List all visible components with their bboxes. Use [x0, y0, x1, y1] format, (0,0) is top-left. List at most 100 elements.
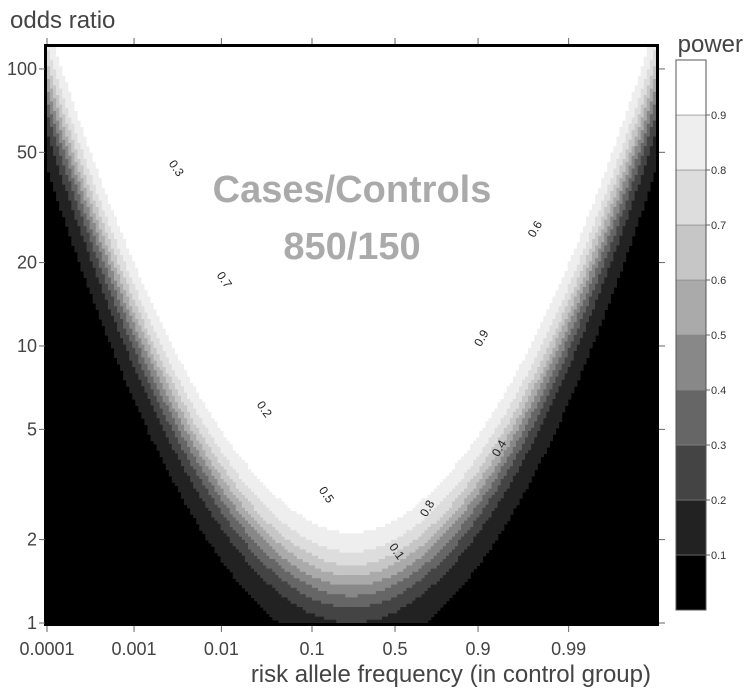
contour-cell [129, 159, 133, 163]
contour-cell [101, 322, 106, 326]
contour-cell [71, 117, 76, 122]
contour-cell [101, 53, 106, 58]
contour-cell [104, 66, 109, 70]
contour-cell [159, 104, 164, 109]
contour-cell [83, 143, 88, 147]
contour-cell [159, 328, 164, 333]
contour-cell [141, 210, 146, 214]
contour-cell [117, 63, 121, 67]
contour-cell [153, 341, 158, 346]
contour-cell [156, 251, 161, 256]
contour-cell [117, 168, 121, 173]
contour-cell [74, 98, 79, 102]
contour-cell [89, 223, 94, 227]
contour-cell [77, 226, 82, 230]
contour-cell [83, 242, 88, 246]
contour-cell [147, 357, 152, 362]
contour-cell [126, 354, 130, 358]
contour-cell [126, 322, 130, 326]
contour-cell [135, 155, 139, 160]
contour-cell [104, 53, 109, 58]
contour-cell [147, 264, 152, 269]
contour-cell [83, 200, 88, 205]
contour-cell [80, 258, 85, 262]
contour-cell [77, 133, 82, 138]
contour-cell [110, 344, 115, 349]
contour-cell [65, 171, 69, 176]
contour-cell [123, 376, 127, 381]
contour-cell [156, 258, 161, 262]
contour-cell [92, 181, 97, 186]
contour-cell [74, 56, 79, 61]
contour-cell [129, 143, 133, 147]
contour-cell [77, 56, 82, 61]
contour-cell [135, 277, 139, 282]
contour-cell [138, 242, 142, 246]
contour-cell [92, 255, 97, 259]
contour-cell [62, 88, 66, 93]
contour-cell [126, 149, 130, 154]
contour-cell [117, 146, 121, 150]
contour-cell [156, 408, 161, 413]
contour-cell [129, 226, 133, 230]
contour-cell [107, 98, 112, 102]
contour-cell [95, 69, 100, 74]
contour-cell [110, 178, 115, 182]
contour-cell [159, 434, 164, 438]
contour-cell [159, 373, 164, 378]
contour-cell [138, 293, 142, 298]
contour-cell [165, 143, 170, 147]
contour-cell [110, 159, 115, 163]
contour-cell [117, 271, 121, 275]
contour-cell [89, 120, 94, 125]
contour-cell [113, 66, 118, 70]
contour-cell [104, 123, 109, 128]
contour-cell [77, 107, 82, 112]
contour-cell [65, 175, 69, 179]
contour-cell [113, 219, 118, 224]
contour-cell [56, 123, 60, 128]
contour-cell [107, 293, 112, 298]
contour-cell [144, 123, 149, 128]
contour-cell [101, 248, 106, 253]
contour-cell [141, 139, 146, 144]
contour-cell [144, 59, 149, 64]
contour-cell [123, 341, 127, 346]
contour-cell [95, 171, 100, 176]
contour-cell [47, 85, 51, 90]
contour-cell [59, 66, 63, 70]
contour-cell [59, 191, 63, 195]
contour-cell [159, 75, 164, 80]
contour-cell [147, 63, 152, 67]
contour-cell [77, 162, 82, 166]
contour-cell [132, 251, 136, 256]
contour-cell [138, 72, 142, 77]
contour-cell [126, 114, 130, 118]
contour-cell [162, 130, 167, 134]
contour-cell [98, 149, 103, 154]
contour-cell [59, 123, 63, 128]
contour-cell [95, 203, 100, 208]
contour-cell [77, 171, 82, 176]
contour-cell [150, 424, 155, 429]
contour-cell [126, 56, 130, 61]
contour-cell [104, 171, 109, 176]
contour-cell [150, 114, 155, 118]
contour-cell [141, 315, 146, 320]
contour-cell [59, 155, 63, 160]
contour-cell [138, 232, 142, 237]
contour-cell [135, 69, 139, 74]
contour-cell [68, 130, 72, 134]
contour-cell [123, 232, 127, 237]
contour-cell [123, 143, 127, 147]
contour-cell [123, 363, 127, 368]
contour-cell [113, 82, 118, 86]
contour-cell [162, 197, 167, 202]
contour-cell [107, 261, 112, 266]
contour-cell [150, 315, 155, 320]
contour-cell [144, 136, 149, 141]
contour-cell [89, 139, 94, 144]
contour-cell [107, 274, 112, 278]
contour-cell [138, 223, 142, 227]
contour-cell [123, 136, 127, 141]
